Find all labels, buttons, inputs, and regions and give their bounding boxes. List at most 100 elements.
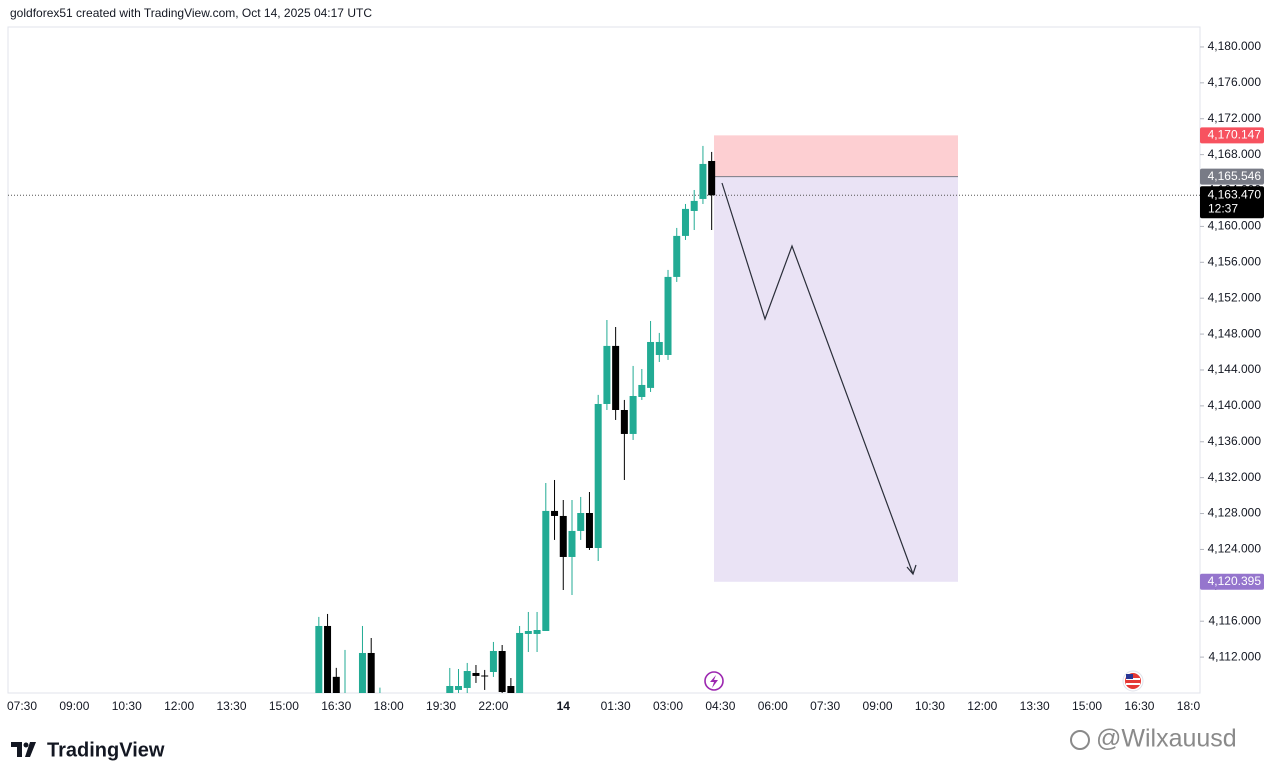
projection-arrow [721, 182, 914, 575]
logo-text: TradingView [47, 739, 165, 761]
candle-body [455, 686, 462, 690]
plot-area [8, 145, 1200, 729]
price-label: 4,170.147 [1208, 128, 1262, 142]
candle-body [612, 345, 620, 410]
candle-body [681, 208, 689, 236]
x-tick-label: 15:00 [269, 699, 299, 713]
candle-body [559, 515, 567, 557]
x-tick-label: 06:00 [758, 699, 788, 713]
candle-body [568, 530, 576, 557]
target-zone [714, 176, 958, 582]
y-tick-label: 4,116.000 [1209, 613, 1262, 627]
candle-body [551, 510, 559, 516]
y-tick-label: 4,132.000 [1208, 470, 1262, 484]
x-tick-label: 15:00 [1072, 699, 1102, 713]
candle-body [332, 676, 340, 693]
x-tick-label: 16:30 [1124, 699, 1154, 713]
candle-body [690, 200, 698, 211]
plot-frame [7, 26, 1201, 694]
event-icon [704, 671, 724, 691]
candle-body [516, 632, 524, 693]
watermark-text: @Wilxauusd [1096, 725, 1237, 753]
x-tick-label: 09:00 [863, 699, 893, 713]
x-tick-label: 12:00 [164, 699, 194, 713]
candle-body [446, 686, 454, 693]
candle-body [594, 403, 602, 548]
price-label-bg [1200, 127, 1264, 144]
x-tick-label: 13:30 [1020, 699, 1050, 713]
y-tick-label: 4,144.000 [1208, 362, 1262, 376]
tradingview-logo: TradingView [11, 739, 165, 761]
y-tick-label: 4,128.000 [1208, 506, 1262, 520]
candle-body [577, 513, 585, 531]
x-tick-label: 04:30 [705, 699, 735, 713]
candle-body [489, 651, 497, 673]
candle-body [376, 720, 383, 729]
candle-body [463, 671, 471, 688]
watermark: @Wilxauusd [1070, 725, 1237, 753]
y-tick-label: 4,156.000 [1208, 254, 1262, 268]
y-tick-label: 4,124.000 [1208, 542, 1262, 556]
candle-body [358, 652, 366, 693]
candle-body [673, 235, 681, 277]
x-tick-label: 18:00 [1177, 699, 1207, 713]
candle-body [507, 686, 515, 693]
x-tick-label: 16:30 [321, 699, 351, 713]
candle-body [524, 630, 532, 634]
y-tick-label: 4,172.000 [1208, 111, 1262, 125]
candle-body [472, 672, 480, 676]
x-tick-label: 01:30 [601, 699, 631, 713]
y-tick-label: 4,180.000 [1208, 39, 1262, 53]
candle-body [655, 341, 663, 355]
time-axis: 07:30 09:00 10:30 12:00 13:30 15:00 16:30 18:00… [7, 699, 1207, 713]
candle-body [620, 409, 628, 434]
candle-body [481, 675, 489, 677]
x-tick-label: 18:00 [374, 699, 404, 713]
candle-body [315, 625, 323, 693]
countdown-label: 12:37 [1208, 201, 1238, 215]
candle-body [699, 163, 707, 199]
y-tick-label: 4,140.000 [1208, 398, 1262, 412]
candle-body [638, 384, 646, 397]
candle-body [647, 341, 655, 388]
candle-body [664, 276, 672, 355]
x-tick-label: 03:00 [653, 699, 683, 713]
x-tick-label: 10:30 [112, 699, 142, 713]
x-tick-label: 19:30 [426, 699, 456, 713]
y-tick-label: 4,148.000 [1208, 326, 1262, 340]
candle-body [367, 652, 375, 693]
y-tick-label: 4,136.000 [1208, 434, 1262, 448]
x-tick-label: 12:00 [967, 699, 997, 713]
y-tick-label: 4,160.000 [1208, 219, 1262, 233]
position-zones [714, 135, 958, 582]
x-tick-label: 09:00 [59, 699, 89, 713]
flag-icon [1122, 670, 1144, 692]
candle-body [708, 160, 716, 196]
candle-body [324, 625, 332, 693]
x-tick-label: 22:00 [478, 699, 508, 713]
candle-body [603, 345, 611, 404]
last-price-label: 4,163.470 [1208, 187, 1262, 201]
candle-body [498, 651, 506, 693]
x-tick-label: 07:30 [810, 699, 840, 713]
x-tick-label: 14 [557, 699, 571, 713]
x-tick-label: 07:30 [7, 699, 37, 713]
last-price-bg [1200, 186, 1264, 219]
header-text: goldforex51 created with TradingView.com… [10, 6, 372, 20]
price-axis: 4,112.0004,116.0004,120.0004,124.0004,12… [1200, 39, 1264, 663]
stop-zone [714, 135, 958, 177]
price-label: 4,120.395 [1208, 574, 1262, 588]
arrow-head [906, 564, 917, 576]
x-tick-label: 13:30 [217, 699, 247, 713]
y-tick-label: 4,176.000 [1208, 75, 1262, 89]
y-tick-label: 4,168.000 [1208, 147, 1262, 161]
y-tick-label: 4,112.000 [1209, 649, 1262, 663]
candle-body [629, 395, 637, 434]
price-label-bg [1200, 168, 1264, 185]
candle-body [342, 715, 349, 724]
price-label: 4,165.546 [1208, 169, 1262, 183]
candle-body [542, 510, 550, 631]
y-tick-label: 4,152.000 [1208, 290, 1262, 304]
